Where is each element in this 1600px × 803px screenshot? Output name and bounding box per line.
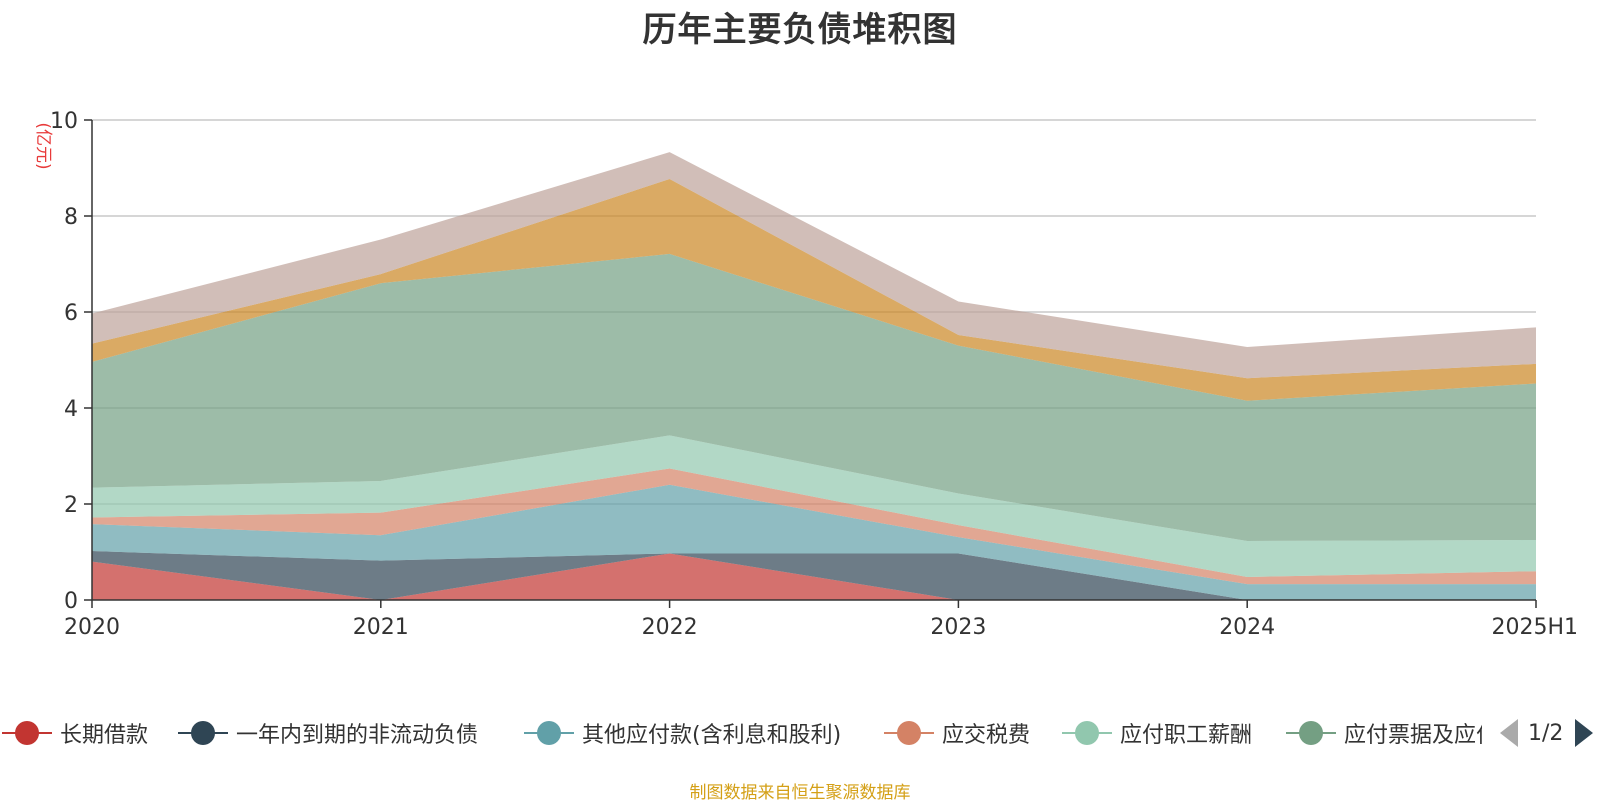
legend-marker-icon	[1286, 715, 1336, 751]
area-长期借款[interactable]	[92, 553, 1536, 600]
legend-item[interactable]: 长期借款	[2, 715, 148, 751]
legend-item[interactable]: 应交税费	[884, 715, 1030, 751]
x-tick-label: 2025H1	[1491, 615, 1578, 640]
area-series-group	[92, 152, 1536, 600]
y-axis-label: (亿元)	[33, 122, 53, 169]
y-tick-label: 6	[64, 301, 78, 326]
source-note: 制图数据来自恒生聚源数据库	[689, 783, 911, 803]
legend-label: 一年内到期的非流动负债	[236, 723, 479, 748]
y-tick-label: 8	[64, 205, 78, 230]
legend-item[interactable]: 其他应付款(含利息和股利)	[524, 715, 841, 751]
legend-marker-icon	[884, 715, 934, 751]
area-应交税费[interactable]	[92, 468, 1536, 585]
legend-label: 应交税费	[942, 723, 1031, 748]
area-应付票据及应付账款[interactable]	[92, 253, 1536, 541]
legend-marker-icon	[524, 715, 574, 751]
area-其他应付款(含利息和股利)[interactable]	[92, 484, 1536, 600]
legend-page-indicator: 1/2	[1528, 720, 1564, 746]
legend-label: 应付票据及应付账款	[1344, 723, 1482, 748]
legend-items: 长期借款 一年内到期的非流动负债 其他应付款(含利息和股利) 应交税费 应付职工薪酬 应付…	[0, 715, 1482, 755]
legend-marker-icon	[2, 715, 52, 751]
legend-item[interactable]: 应付职工薪酬	[1062, 715, 1252, 751]
legend-marker-icon	[178, 715, 228, 751]
chart-title: 历年主要负债堆积图	[642, 10, 958, 50]
area-一年内到期的非流动负债[interactable]	[92, 551, 1536, 600]
legend-label: 长期借款	[60, 723, 149, 748]
x-tick-label: 2022	[642, 615, 698, 640]
legend: 长期借款 一年内到期的非流动负债 其他应付款(含利息和股利) 应交税费 应付职工薪酬 应付…	[0, 715, 1600, 755]
y-tick-label: 2	[64, 493, 78, 518]
legend-pager: 1/2	[1500, 715, 1594, 751]
legend-label: 其他应付款(含利息和股利)	[582, 723, 842, 748]
legend-marker-icon	[1062, 715, 1112, 751]
axes: 0 2 4 6 8 10 2020 2021 2022 2023 2024 2025H1 (亿元)	[33, 109, 1578, 640]
legend-item[interactable]: 一年内到期的非流动负债	[178, 715, 478, 751]
legend-label: 应付职工薪酬	[1120, 723, 1253, 748]
area-其他流动负债[interactable]	[92, 152, 1536, 379]
area-应付职工薪酬[interactable]	[92, 435, 1536, 577]
y-tick-label: 4	[64, 397, 78, 422]
y-tick-label: 10	[50, 109, 78, 134]
y-tick-label: 0	[64, 589, 78, 614]
x-tick-label: 2023	[930, 615, 986, 640]
x-tick-label: 2021	[353, 615, 409, 640]
x-tick-label: 2024	[1219, 615, 1275, 640]
legend-item[interactable]: 应付票据及应付账款	[1286, 715, 1482, 751]
triangle-left-icon[interactable]	[1500, 719, 1518, 747]
area-合同负债[interactable]	[92, 179, 1536, 401]
x-tick-label: 2020	[64, 615, 120, 640]
triangle-right-icon[interactable]	[1575, 719, 1594, 747]
